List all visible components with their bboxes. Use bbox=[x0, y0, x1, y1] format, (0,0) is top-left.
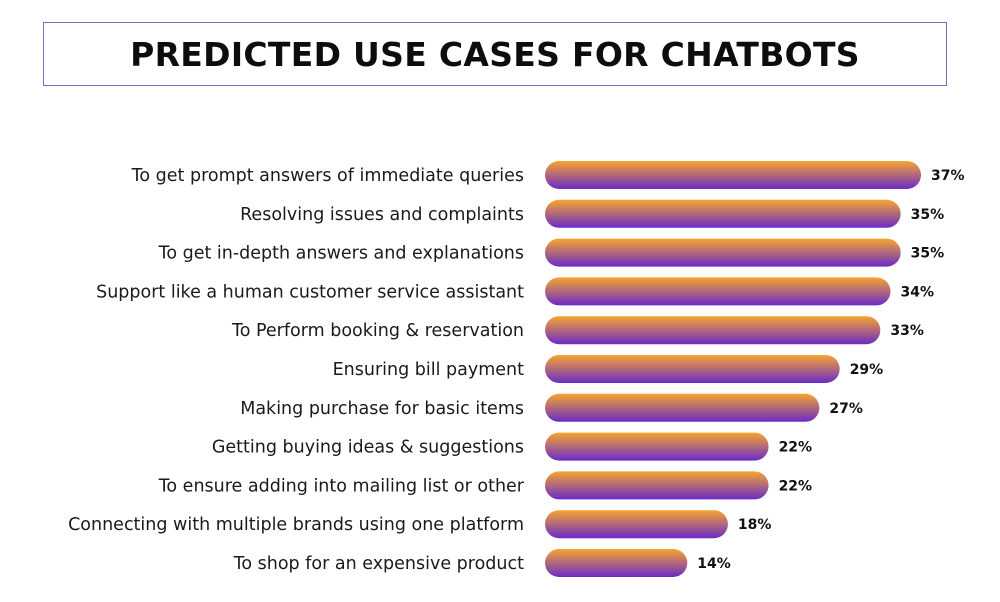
category-label: To get prompt answers of immediate queri… bbox=[131, 166, 524, 186]
value-label: 29% bbox=[850, 362, 884, 378]
bar bbox=[545, 277, 891, 306]
value-label: 22% bbox=[779, 440, 813, 456]
chart-title: PREDICTED USE CASES FOR CHATBOTS bbox=[130, 34, 860, 74]
value-label: 35% bbox=[911, 246, 945, 262]
bar bbox=[545, 161, 921, 189]
value-label: 35% bbox=[911, 207, 945, 223]
bar bbox=[545, 510, 728, 539]
category-label: Support like a human customer service as… bbox=[96, 282, 524, 302]
category-label: To Perform booking & reservation bbox=[231, 321, 524, 341]
category-label: Making purchase for basic items bbox=[240, 399, 524, 419]
category-label: Connecting with multiple brands using on… bbox=[68, 515, 524, 535]
bar bbox=[545, 471, 769, 500]
value-label: 18% bbox=[738, 517, 772, 533]
bar bbox=[545, 238, 901, 267]
bar bbox=[545, 549, 688, 577]
category-label: To ensure adding into mailing list or ot… bbox=[158, 476, 525, 496]
value-label: 33% bbox=[890, 323, 924, 339]
bar bbox=[545, 355, 840, 383]
value-label: 34% bbox=[901, 284, 935, 300]
category-label: To shop for an expensive product bbox=[233, 554, 524, 574]
chart-title-box: PREDICTED USE CASES FOR CHATBOTS bbox=[43, 22, 947, 86]
category-label: Resolving issues and complaints bbox=[240, 205, 524, 225]
bar bbox=[545, 199, 901, 228]
bar bbox=[545, 393, 820, 422]
category-label: Getting buying ideas & suggestions bbox=[212, 438, 524, 458]
category-label: Ensuring bill payment bbox=[333, 360, 525, 380]
value-label: 37% bbox=[931, 168, 965, 184]
bar bbox=[545, 432, 769, 461]
value-label: 27% bbox=[829, 401, 863, 417]
value-label: 22% bbox=[779, 478, 813, 494]
bar bbox=[545, 316, 881, 345]
value-label: 14% bbox=[697, 556, 731, 572]
category-label: To get in-depth answers and explanations bbox=[158, 244, 524, 264]
